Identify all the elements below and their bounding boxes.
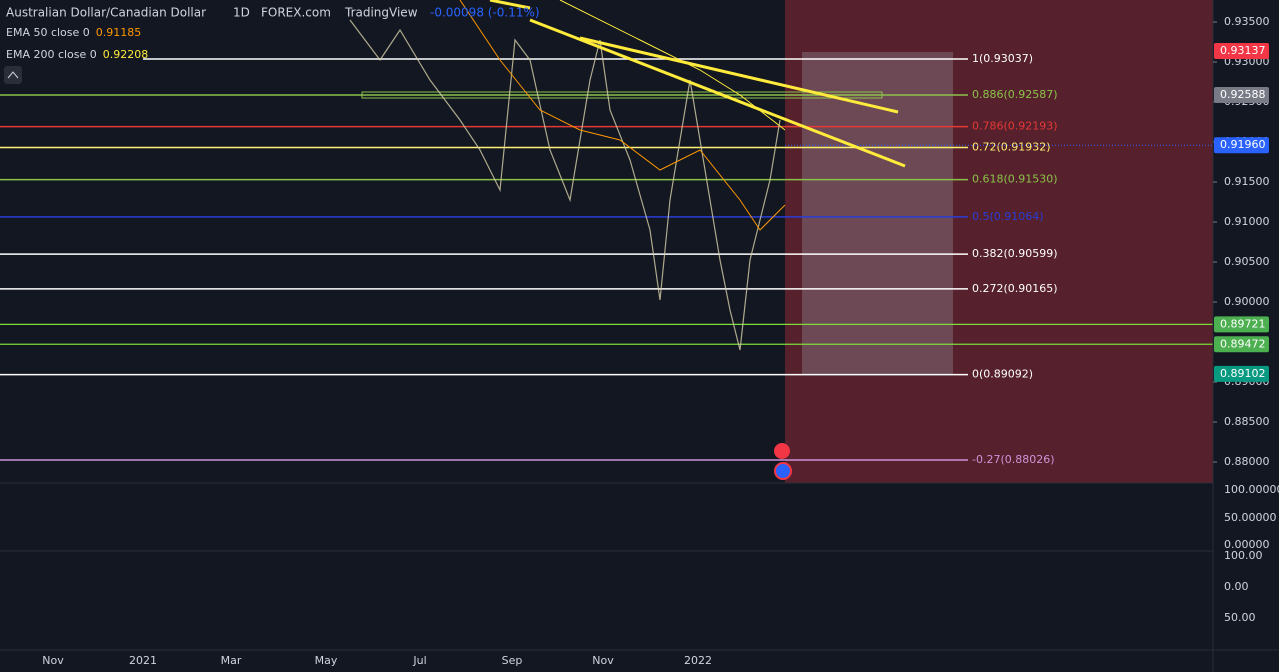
time-tick-label: 2021: [129, 654, 157, 667]
time-tick-label: May: [315, 654, 338, 667]
price-tick-label: 0.91500: [1224, 175, 1270, 188]
price-badge: [1214, 365, 1269, 382]
interval: 1D: [233, 6, 250, 20]
symbol: Australian Dollar/Canadian Dollar: [6, 6, 206, 20]
short-position-zone: [785, 0, 1213, 483]
collapse-button[interactable]: [4, 66, 22, 84]
price-tick-label: 0.93500: [1224, 15, 1270, 28]
pane-tick-label: 100.00: [1224, 549, 1263, 562]
trend-line: [529, 18, 906, 168]
price-badge-label: 0.89472: [1220, 337, 1266, 350]
price-badge-label: 0.92588: [1220, 88, 1266, 101]
trend-line: [489, 0, 531, 10]
fib-label: 1(0.93037): [972, 52, 1033, 65]
pane-tick-label: 50.00: [1224, 611, 1256, 624]
fib-label: 0(0.89092): [972, 368, 1033, 381]
fib-label: 0.72(0.91932): [972, 140, 1051, 153]
collapse-icon: [7, 71, 19, 79]
fib-label: 0.618(0.91530): [972, 173, 1058, 186]
ema-50-line: [459, 0, 786, 231]
price-tick-label: 0.90500: [1224, 255, 1270, 268]
indicator-value: 0.92208: [103, 48, 149, 61]
trend-line: [579, 36, 899, 114]
fib-label: -0.27(0.88026): [972, 453, 1055, 466]
pane-tick-label: 0.00000: [1224, 538, 1270, 551]
time-tick-label: Sep: [502, 654, 523, 667]
pane-tick-label: 0.00: [1224, 580, 1249, 593]
price-badge: [1214, 316, 1269, 333]
indicator-name: EMA 50 close 0: [6, 26, 90, 39]
price-badge: [1214, 86, 1269, 103]
fib-label: 0.886(0.92587): [972, 88, 1058, 101]
event-icon[interactable]: [774, 443, 790, 459]
price-tick-label: 0.88500: [1224, 415, 1270, 428]
price-badge: [1214, 137, 1269, 154]
time-tick-label: Nov: [42, 654, 64, 667]
price-badge: [1214, 336, 1269, 353]
fib-label: 0.5(0.91064): [972, 210, 1044, 223]
indicator-value: 0.91185: [96, 26, 142, 39]
indicator-name: EMA 200 close 0: [6, 48, 97, 61]
fib-label: 0.272(0.90165): [972, 282, 1058, 295]
platform: TradingView: [344, 6, 418, 20]
price-badge-label: 0.89721: [1220, 317, 1266, 330]
fib-label: 0.382(0.90599): [972, 247, 1058, 260]
price-tick-label: 0.91000: [1224, 215, 1270, 228]
time-tick-label: Mar: [221, 654, 242, 667]
time-tick-label: 2022: [684, 654, 712, 667]
target-zone: [802, 52, 953, 375]
price-badge-label: 0.91960: [1220, 138, 1266, 151]
time-tick-label: Jul: [412, 654, 426, 667]
pane-tick-label: 100.00000: [1224, 483, 1279, 496]
source: FOREX.com: [261, 6, 331, 20]
pane-tick-label: 50.00000: [1224, 511, 1277, 524]
price-change: -0.00098 (-0.11%): [430, 6, 540, 20]
price-tick-label: 0.88000: [1224, 455, 1270, 468]
price-trace: [349, 19, 781, 351]
price-badge: [1214, 43, 1269, 60]
price-badge-label: 0.89102: [1220, 367, 1266, 380]
fib-label: 0.786(0.92193): [972, 120, 1058, 133]
time-tick-label: Nov: [592, 654, 614, 667]
price-badge-label: 0.93137: [1220, 44, 1266, 57]
event-icon[interactable]: [774, 462, 792, 480]
price-tick-label: 0.90000: [1224, 295, 1270, 308]
